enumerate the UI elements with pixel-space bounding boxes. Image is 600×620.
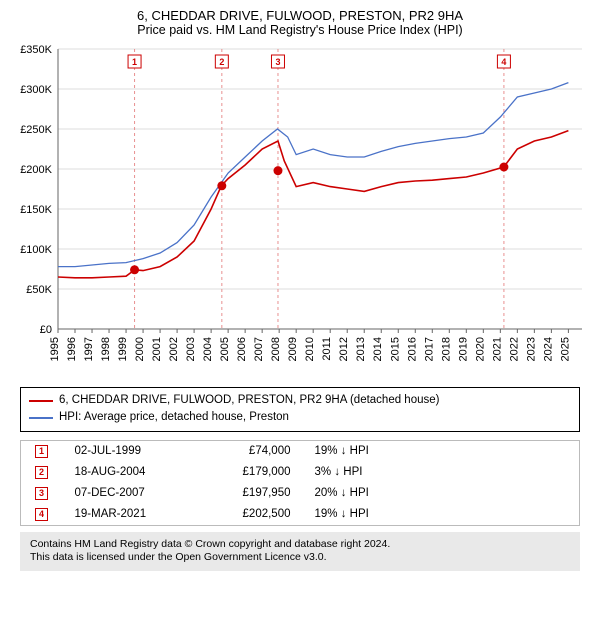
chart-area: £0 £50K £100K £150K £200K £250K £300K £350K 1995… xyxy=(12,41,588,381)
legend-label: HPI: Average price, detached house, Pres… xyxy=(59,409,289,426)
chart-title-sub: Price paid vs. HM Land Registry's House … xyxy=(12,23,588,37)
table-row: 4 19-MAR-2021£202,50019% ↓ HPI xyxy=(21,504,580,526)
svg-text:2014: 2014 xyxy=(372,337,384,361)
svg-text:2021: 2021 xyxy=(491,337,503,361)
svg-text:2007: 2007 xyxy=(253,337,265,361)
svg-text:2012: 2012 xyxy=(338,337,350,361)
svg-text:2004: 2004 xyxy=(202,337,214,361)
table-row: 3 07-DEC-2007£197,95020% ↓ HPI xyxy=(21,483,580,504)
date-cell: 19-MAR-2021 xyxy=(61,504,191,526)
legend-label: 6, CHEDDAR DRIVE, FULWOOD, PRESTON, PR2 … xyxy=(59,392,439,409)
date-cell: 18-AUG-2004 xyxy=(61,462,191,483)
page: 6, CHEDDAR DRIVE, FULWOOD, PRESTON, PR2 … xyxy=(0,0,600,579)
svg-text:2022: 2022 xyxy=(508,337,520,361)
svg-text:1998: 1998 xyxy=(100,337,112,361)
marker-box: 1 xyxy=(35,445,48,458)
svg-text:£150K: £150K xyxy=(20,204,52,216)
pct-cell: 3% ↓ HPI xyxy=(301,462,580,483)
price-cell: £197,950 xyxy=(191,483,301,504)
svg-text:2003: 2003 xyxy=(185,337,197,361)
price-cell: £179,000 xyxy=(191,462,301,483)
marker-box: 3 xyxy=(35,487,48,500)
svg-text:2015: 2015 xyxy=(389,337,401,361)
chart-title-block: 6, CHEDDAR DRIVE, FULWOOD, PRESTON, PR2 … xyxy=(12,8,588,37)
svg-text:1: 1 xyxy=(132,57,137,67)
line-chart-svg: £0 £50K £100K £150K £200K £250K £300K £350K 1995… xyxy=(12,41,588,381)
pct-cell: 19% ↓ HPI xyxy=(301,440,580,462)
marker-box: 4 xyxy=(35,508,48,521)
svg-text:£250K: £250K xyxy=(20,124,52,136)
chart-title-main: 6, CHEDDAR DRIVE, FULWOOD, PRESTON, PR2 … xyxy=(12,8,588,23)
date-cell: 07-DEC-2007 xyxy=(61,483,191,504)
legend: 6, CHEDDAR DRIVE, FULWOOD, PRESTON, PR2 … xyxy=(20,387,580,432)
svg-text:2023: 2023 xyxy=(525,337,537,361)
svg-text:2020: 2020 xyxy=(474,337,486,361)
svg-text:2025: 2025 xyxy=(559,337,571,361)
marker-box: 2 xyxy=(35,466,48,479)
svg-text:£350K: £350K xyxy=(20,44,52,56)
legend-row-hpi: HPI: Average price, detached house, Pres… xyxy=(29,409,571,426)
svg-text:£200K: £200K xyxy=(20,164,52,176)
svg-text:1996: 1996 xyxy=(66,337,78,361)
legend-swatch xyxy=(29,400,53,402)
svg-text:4: 4 xyxy=(501,57,506,67)
svg-text:£100K: £100K xyxy=(20,244,52,256)
svg-text:2013: 2013 xyxy=(355,337,367,361)
svg-text:2001: 2001 xyxy=(151,337,163,361)
svg-text:2024: 2024 xyxy=(542,337,554,361)
svg-text:2017: 2017 xyxy=(423,337,435,361)
svg-text:2008: 2008 xyxy=(270,337,282,361)
svg-text:1995: 1995 xyxy=(49,337,61,361)
svg-text:3: 3 xyxy=(275,57,280,67)
svg-text:2009: 2009 xyxy=(287,337,299,361)
svg-text:2002: 2002 xyxy=(168,337,180,361)
svg-text:2006: 2006 xyxy=(236,337,248,361)
table-row: 1 02-JUL-1999£74,00019% ↓ HPI xyxy=(21,440,580,462)
price-cell: £202,500 xyxy=(191,504,301,526)
marker-cell: 1 xyxy=(21,440,61,462)
marker-cell: 3 xyxy=(21,483,61,504)
legend-swatch xyxy=(29,417,53,419)
svg-text:2010: 2010 xyxy=(304,337,316,361)
svg-text:£300K: £300K xyxy=(20,84,52,96)
svg-text:2005: 2005 xyxy=(219,337,231,361)
footer-note: Contains HM Land Registry data © Crown c… xyxy=(20,532,580,571)
table-row: 2 18-AUG-2004£179,0003% ↓ HPI xyxy=(21,462,580,483)
svg-text:£50K: £50K xyxy=(26,284,52,296)
pct-cell: 19% ↓ HPI xyxy=(301,504,580,526)
marker-cell: 4 xyxy=(21,504,61,526)
pct-cell: 20% ↓ HPI xyxy=(301,483,580,504)
svg-text:2: 2 xyxy=(219,57,224,67)
svg-text:1997: 1997 xyxy=(83,337,95,361)
footer-line-2: This data is licensed under the Open Gov… xyxy=(30,551,570,565)
svg-text:2011: 2011 xyxy=(321,337,333,361)
svg-text:1999: 1999 xyxy=(117,337,129,361)
sales-table: 102-JUL-1999£74,00019% ↓ HPI218-AUG-2004… xyxy=(20,440,580,526)
date-cell: 02-JUL-1999 xyxy=(61,440,191,462)
svg-text:2018: 2018 xyxy=(440,337,452,361)
svg-text:2000: 2000 xyxy=(134,337,146,361)
svg-text:2019: 2019 xyxy=(457,337,469,361)
footer-line-1: Contains HM Land Registry data © Crown c… xyxy=(30,538,570,552)
price-cell: £74,000 xyxy=(191,440,301,462)
legend-row-price-paid: 6, CHEDDAR DRIVE, FULWOOD, PRESTON, PR2 … xyxy=(29,392,571,409)
svg-text:£0: £0 xyxy=(40,324,52,336)
svg-text:2016: 2016 xyxy=(406,337,418,361)
marker-cell: 2 xyxy=(21,462,61,483)
